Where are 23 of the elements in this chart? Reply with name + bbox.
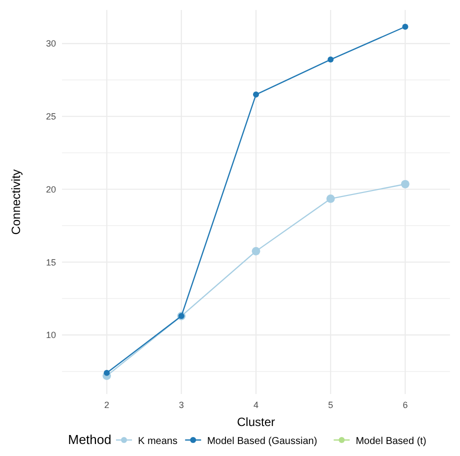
point — [253, 92, 259, 98]
y-tick-label: 20 — [46, 184, 56, 194]
point — [326, 194, 335, 203]
legend-label: K means — [138, 436, 178, 447]
legend-label: Model Based (Gaussian) — [207, 436, 318, 447]
x-axis-title: Cluster — [236, 415, 276, 429]
point — [401, 180, 410, 188]
x-tick-label: 6 — [402, 400, 408, 410]
x-tick-label: 5 — [328, 400, 334, 410]
y-axis-title: Connectivity — [9, 169, 23, 235]
x-tick-label: 4 — [253, 400, 259, 410]
x-tick-label: 3 — [178, 400, 184, 410]
point — [402, 24, 408, 30]
y-tick-label: 30 — [46, 38, 56, 49]
y-tick-label: 15 — [46, 257, 56, 268]
x-tick-label: 2 — [104, 400, 110, 410]
legend-label: Model Based (t) — [356, 436, 426, 447]
legend-title: Method — [68, 432, 112, 447]
y-tick-label: 10 — [46, 330, 56, 340]
point — [252, 246, 260, 256]
point — [328, 56, 334, 63]
y-tick-label: 25 — [46, 112, 56, 122]
point — [104, 370, 110, 376]
